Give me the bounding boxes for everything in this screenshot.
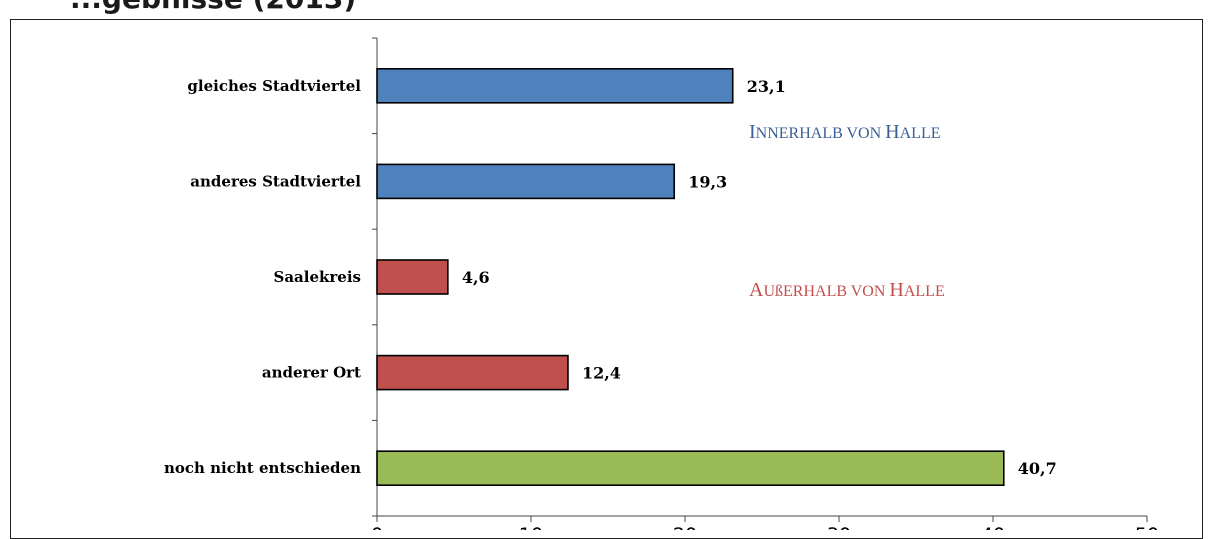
bar-gleiches-stadtviertel: [376, 68, 734, 104]
category-label: gleiches Stadtviertel: [187, 77, 361, 95]
category-label: anderer Ort: [262, 364, 361, 382]
bar-noch-nicht-entschieden: [376, 450, 1005, 487]
group-label: AUßERHALB VON HALLE: [749, 279, 945, 301]
category-label: noch nicht entschieden: [164, 459, 361, 477]
x-tick-label: 40: [981, 524, 1005, 530]
data-label: 40,7: [1018, 459, 1057, 478]
data-label: 12,4: [582, 364, 621, 383]
category-label: anderes Stadtviertel: [190, 172, 361, 190]
bar-anderes-stadtviertel: [376, 163, 676, 200]
category-label: Saalekreis: [274, 268, 362, 286]
data-label: 19,3: [688, 172, 727, 191]
x-tick-label: 10: [519, 524, 543, 530]
chart-title-partial: ...gebnisse (2013): [0, 0, 1214, 16]
data-label: 23,1: [747, 77, 786, 96]
x-tick-label: 0: [371, 524, 383, 530]
bar-saalekreis: [376, 259, 449, 295]
x-tick-label: 50: [1135, 524, 1159, 530]
x-tick-label: 20: [673, 524, 697, 530]
x-tick-label: 30: [827, 524, 851, 530]
chart-title-text: ...gebnisse (2013): [70, 0, 356, 15]
bar-anderer-ort: [376, 354, 569, 391]
data-label: 4,6: [462, 268, 490, 287]
group-label: INNERHALB VON HALLE: [749, 121, 940, 143]
